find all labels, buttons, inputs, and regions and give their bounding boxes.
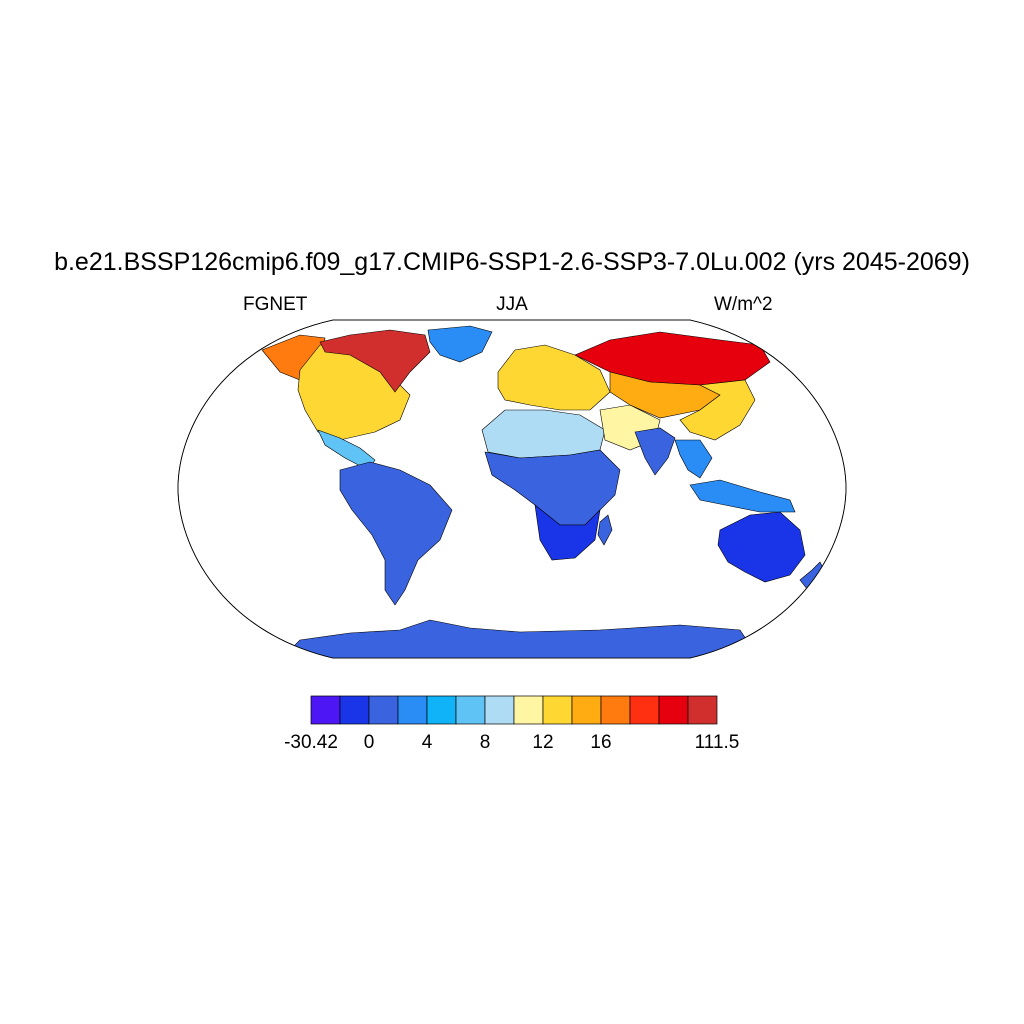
units-label: W/m^2 [714, 294, 773, 315]
plot-title: b.e21.BSSP126cmip6.f09_g17.CMIP6-SSP1-2.… [54, 248, 970, 276]
variable-label: FGNET [243, 294, 308, 315]
colorbar-box [600, 695, 631, 725]
region-southeast-asia [674, 439, 713, 479]
colorbar-box [658, 695, 689, 725]
colorbar-tick-label: 111.5 [694, 732, 740, 753]
region-australia [717, 511, 806, 583]
colorbar-tick-label: 8 [479, 732, 491, 753]
colorbar-tick-label: 12 [532, 732, 554, 753]
colorbar-tick-label: 4 [421, 732, 433, 753]
region-southern-africa [534, 504, 601, 561]
colorbar-box [571, 695, 602, 725]
colorbar-box [542, 695, 573, 725]
region-greenland [427, 325, 493, 363]
colorbar-tick-label: 16 [590, 732, 612, 753]
colorbar-box [629, 695, 660, 725]
colorbar-box [426, 695, 457, 725]
region-south-america [339, 461, 453, 606]
region-europe [497, 344, 611, 411]
region-east-asia [679, 379, 756, 441]
region-madagascar [597, 514, 613, 546]
region-arctic-canada [319, 329, 431, 393]
colorbar-box [455, 695, 486, 725]
colorbar-box [484, 695, 515, 725]
map-frame [177, 319, 847, 659]
region-indonesia [689, 479, 796, 513]
colorbar-box [397, 695, 428, 725]
season-label: JJA [496, 294, 528, 315]
colorbar-box [310, 695, 341, 725]
colorbar-tick-label: 0 [363, 732, 375, 753]
colorbar-box [339, 695, 370, 725]
colorbar-box [513, 695, 544, 725]
colorbar-tick-label: -30.42 [284, 732, 338, 753]
region-antarctica [279, 619, 761, 658]
colorbar-box [687, 695, 718, 725]
region-india [634, 427, 676, 476]
colorbar-box [368, 695, 399, 725]
